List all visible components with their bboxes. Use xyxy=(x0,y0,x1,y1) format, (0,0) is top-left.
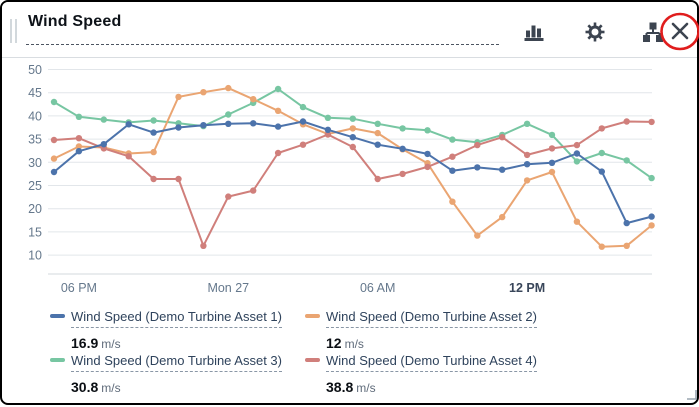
series-line xyxy=(50,118,655,249)
bar-chart-icon[interactable] xyxy=(523,21,545,43)
legend-label[interactable]: Wind Speed (Demo Turbine Asset 1) xyxy=(71,309,282,328)
series-color-swatch xyxy=(50,314,65,318)
legend-item-asset-3: Wind Speed (Demo Turbine Asset 3) 30.8 m/… xyxy=(50,352,300,395)
legend-label[interactable]: Wind Speed (Demo Turbine Asset 3) xyxy=(71,353,282,372)
resize-handle-icon[interactable] xyxy=(685,388,697,400)
asset-hierarchy-icon[interactable] xyxy=(642,21,664,43)
widget-header: Wind Speed xyxy=(2,2,699,58)
gridlines: 50 45 40 35 30 25 20 15 10 xyxy=(28,63,652,275)
series-color-swatch xyxy=(305,358,320,362)
svg-text:30: 30 xyxy=(28,156,42,170)
series-color-swatch xyxy=(305,314,320,318)
svg-text:Mon 27: Mon 27 xyxy=(207,281,249,295)
legend-item-asset-4: Wind Speed (Demo Turbine Asset 4) 38.8 m/… xyxy=(305,352,555,395)
legend-label[interactable]: Wind Speed (Demo Turbine Asset 2) xyxy=(326,309,537,328)
title-dashed-underline xyxy=(26,44,499,45)
x-axis-labels: 06 PM Mon 27 06 AM 12 PM xyxy=(61,281,545,295)
svg-text:20: 20 xyxy=(28,202,42,216)
svg-text:45: 45 xyxy=(28,86,42,100)
legend-latest-value: 30.8 m/s xyxy=(71,379,121,395)
legend-label[interactable]: Wind Speed (Demo Turbine Asset 4) xyxy=(326,353,537,372)
svg-text:10: 10 xyxy=(28,249,42,263)
widget-title: Wind Speed xyxy=(28,13,122,30)
legend-item-asset-1: Wind Speed (Demo Turbine Asset 1) 16.9 m/… xyxy=(50,308,300,351)
svg-text:40: 40 xyxy=(28,109,42,123)
series-line xyxy=(50,84,655,250)
legend-latest-value: 12 m/s xyxy=(326,335,364,351)
drag-handle-icon[interactable] xyxy=(10,19,17,43)
svg-text:12 PM: 12 PM xyxy=(509,281,545,295)
legend-latest-value: 38.8 m/s xyxy=(326,379,376,395)
svg-text:06 PM: 06 PM xyxy=(61,281,97,295)
svg-text:50: 50 xyxy=(28,63,42,77)
svg-text:25: 25 xyxy=(28,179,42,193)
legend-item-asset-2: Wind Speed (Demo Turbine Asset 2) 12 m/s xyxy=(305,308,555,351)
svg-text:06 AM: 06 AM xyxy=(360,281,395,295)
series-line xyxy=(50,118,655,227)
series-color-swatch xyxy=(50,358,65,362)
settings-gear-icon[interactable] xyxy=(584,21,606,43)
legend-latest-value: 16.9 m/s xyxy=(71,335,121,351)
svg-text:15: 15 xyxy=(28,225,42,239)
svg-text:35: 35 xyxy=(28,133,42,147)
